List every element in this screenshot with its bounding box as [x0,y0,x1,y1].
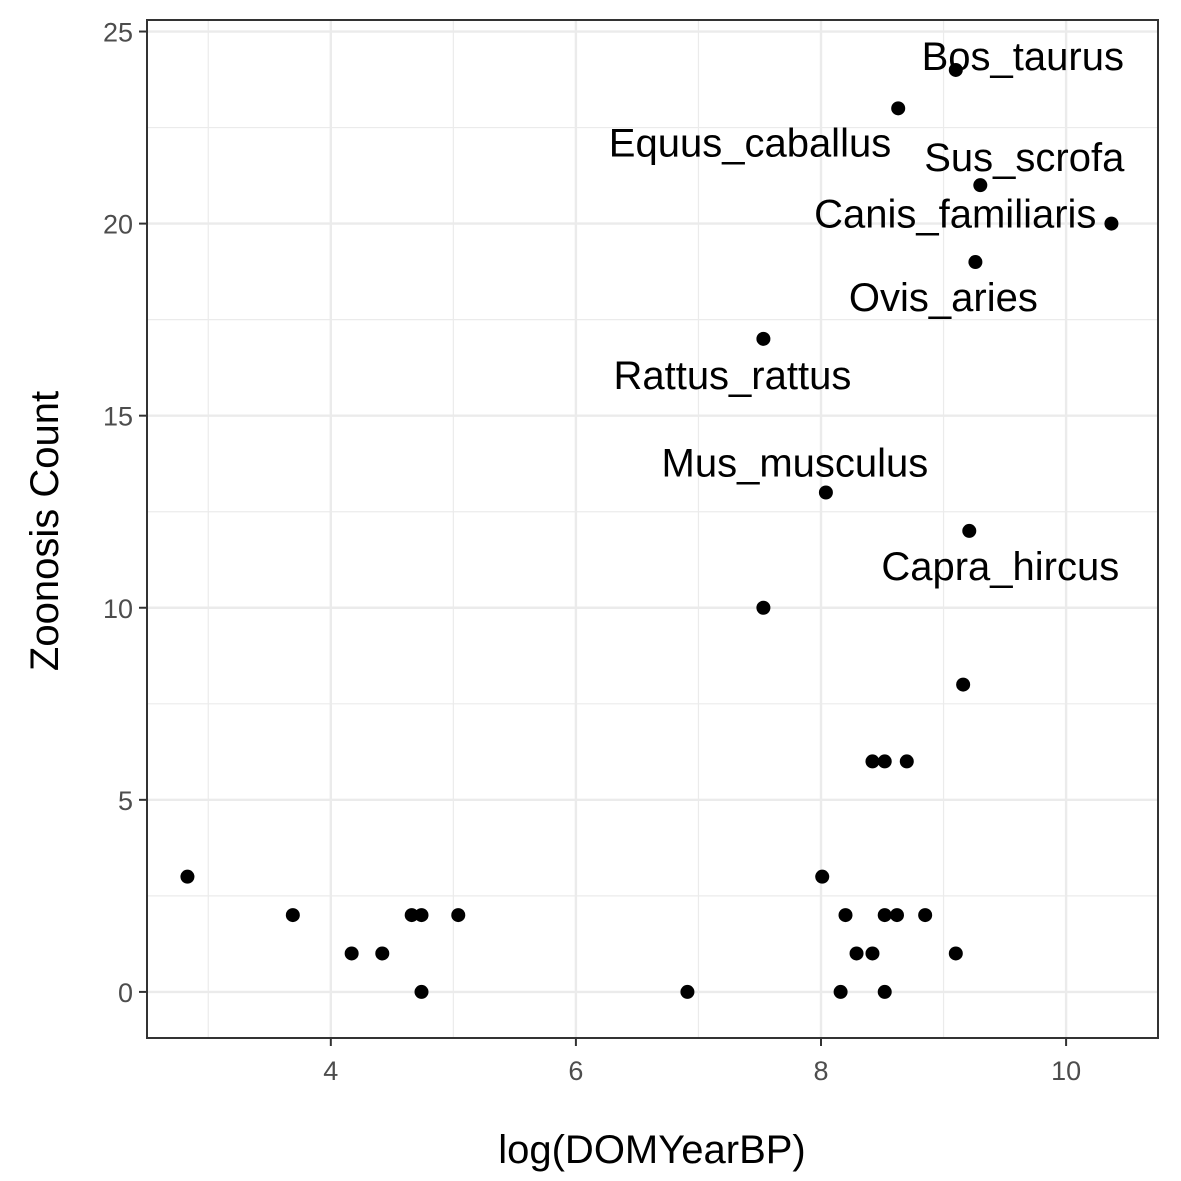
data-point [756,600,771,615]
data-point [918,908,933,923]
data-point [375,946,390,961]
data-point [838,908,853,923]
data-points [180,62,1119,999]
point-label-equus-caballus: Equus_caballus [609,121,891,165]
x-axis-title: log(DOMYearBP) [498,1128,806,1172]
data-point [833,984,848,999]
point-label-canis-familiaris: Canis_familiaris [814,193,1096,237]
data-point [948,62,963,77]
point-label-rattus-rattus: Rattus_rattus [613,354,851,398]
y-axis-ticks: 0 5 10 15 20 25 [103,18,147,1008]
y-tick-label: 0 [118,978,133,1008]
data-point [756,331,771,346]
data-point [680,984,695,999]
x-tick-label: 8 [813,1056,828,1086]
data-point [956,677,971,692]
x-tick-label: 4 [323,1056,338,1086]
data-point [818,485,833,500]
point-label-mus-musculus: Mus_musculus [662,442,929,486]
panel-border [146,19,1159,1039]
data-point [414,984,429,999]
data-point [180,869,195,884]
data-point [865,946,880,961]
data-point [285,908,300,923]
data-point [865,754,880,769]
minor-gridlines [147,20,1158,1038]
major-gridlines [147,20,1158,1038]
x-axis-ticks: 4 6 8 10 [323,1038,1081,1086]
point-label-capra-hircus: Capra_hircus [881,545,1119,589]
y-tick-label: 20 [103,210,133,240]
y-tick-label: 25 [103,18,133,48]
data-point [948,946,963,961]
point-label-sus-scrofa: Sus_scrofa [924,136,1125,180]
y-tick-label: 15 [103,402,133,432]
y-tick-label: 10 [103,594,133,624]
data-point [849,946,864,961]
data-point [877,754,892,769]
data-point [877,908,892,923]
x-tick-label: 6 [568,1056,583,1086]
data-point [899,754,914,769]
point-label-ovis-aries: Ovis_aries [849,276,1038,320]
data-point [344,946,359,961]
data-point [968,255,983,270]
data-point [962,523,977,538]
point-label-bos-taurus: Bos_taurus [922,35,1124,79]
data-point [451,908,466,923]
data-point [891,101,906,116]
data-point [404,908,419,923]
y-tick-label: 5 [118,786,133,816]
y-axis-title: Zoonosis Count [23,391,67,671]
data-point [973,178,988,193]
x-tick-label: 10 [1051,1056,1081,1086]
data-point [414,908,429,923]
point-labels: Bos_taurus Equus_caballus Sus_scrofa Canis_… [609,35,1125,589]
data-point [889,908,904,923]
data-point [1104,216,1119,231]
data-point [815,869,830,884]
data-point [877,984,892,999]
